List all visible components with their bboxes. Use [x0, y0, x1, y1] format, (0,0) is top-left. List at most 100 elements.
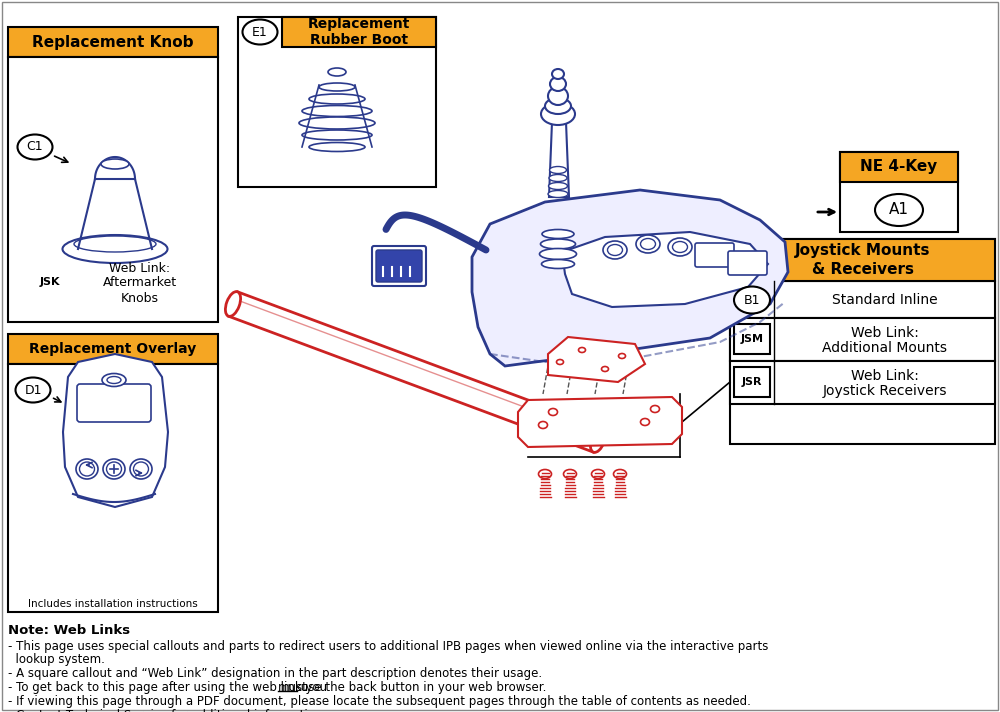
Ellipse shape — [302, 105, 372, 117]
Text: - Contact Technical Service for additional information.: - Contact Technical Service for addition… — [8, 709, 326, 712]
Text: Standard Inline: Standard Inline — [832, 293, 938, 307]
FancyBboxPatch shape — [730, 361, 995, 404]
Text: Web Link:: Web Link: — [851, 369, 919, 383]
Ellipse shape — [590, 428, 606, 452]
Ellipse shape — [18, 135, 52, 159]
Text: JSR: JSR — [742, 377, 762, 387]
Text: Aftermarket: Aftermarket — [103, 276, 177, 290]
Ellipse shape — [614, 469, 626, 478]
Polygon shape — [518, 397, 682, 447]
Text: - This page uses special callouts and parts to redirect users to additional IPB : - This page uses special callouts and pa… — [8, 640, 768, 653]
Text: Web Link:: Web Link: — [109, 261, 171, 275]
Ellipse shape — [80, 462, 94, 476]
Polygon shape — [549, 122, 569, 197]
FancyBboxPatch shape — [730, 318, 995, 361]
Ellipse shape — [319, 83, 355, 91]
Polygon shape — [472, 190, 788, 366]
Text: Includes installation instructions: Includes installation instructions — [28, 599, 198, 609]
Text: NE 4-Key: NE 4-Key — [860, 159, 938, 174]
Ellipse shape — [130, 459, 152, 479]
Ellipse shape — [602, 367, 608, 372]
Polygon shape — [548, 337, 645, 382]
Ellipse shape — [299, 117, 375, 129]
FancyBboxPatch shape — [8, 27, 218, 57]
Text: must: must — [278, 681, 308, 694]
Ellipse shape — [640, 239, 656, 249]
Ellipse shape — [134, 462, 148, 476]
Text: A1: A1 — [889, 202, 909, 217]
Text: - A square callout and “Web Link” designation in the part description denotes th: - A square callout and “Web Link” design… — [8, 667, 542, 680]
Text: D1: D1 — [24, 384, 42, 397]
Ellipse shape — [541, 103, 575, 125]
Ellipse shape — [603, 241, 627, 259]
Ellipse shape — [107, 377, 121, 384]
Text: Replacement
Rubber Boot: Replacement Rubber Boot — [308, 17, 410, 47]
Ellipse shape — [106, 462, 122, 476]
Ellipse shape — [550, 167, 566, 174]
Ellipse shape — [548, 87, 568, 105]
FancyBboxPatch shape — [730, 239, 995, 281]
Text: Additional Mounts: Additional Mounts — [822, 341, 948, 355]
FancyBboxPatch shape — [840, 152, 958, 232]
FancyBboxPatch shape — [734, 324, 770, 354]
Polygon shape — [63, 354, 168, 507]
Ellipse shape — [668, 238, 692, 256]
Ellipse shape — [618, 353, 626, 359]
Ellipse shape — [640, 419, 650, 426]
FancyBboxPatch shape — [25, 252, 215, 310]
Ellipse shape — [564, 469, 576, 478]
Ellipse shape — [62, 235, 168, 263]
Ellipse shape — [608, 244, 622, 256]
Text: Replacement Knob: Replacement Knob — [32, 34, 194, 50]
FancyBboxPatch shape — [695, 243, 734, 267]
FancyBboxPatch shape — [8, 334, 218, 364]
Text: lookup system.: lookup system. — [8, 653, 105, 666]
FancyBboxPatch shape — [840, 152, 958, 182]
Ellipse shape — [636, 235, 660, 253]
Ellipse shape — [875, 194, 923, 226]
Ellipse shape — [328, 68, 346, 76]
Ellipse shape — [545, 98, 571, 114]
Ellipse shape — [538, 469, 552, 478]
FancyBboxPatch shape — [238, 17, 436, 187]
Polygon shape — [228, 292, 603, 452]
Polygon shape — [562, 232, 768, 307]
Ellipse shape — [74, 236, 156, 252]
Ellipse shape — [309, 94, 365, 104]
Ellipse shape — [101, 159, 129, 169]
Ellipse shape — [302, 130, 372, 140]
Ellipse shape — [540, 239, 576, 249]
Ellipse shape — [650, 406, 660, 412]
FancyBboxPatch shape — [730, 239, 995, 444]
FancyBboxPatch shape — [728, 251, 767, 275]
FancyBboxPatch shape — [8, 364, 218, 612]
Ellipse shape — [542, 259, 574, 268]
Text: - To get back to this page after using the web link you: - To get back to this page after using t… — [8, 681, 331, 694]
Ellipse shape — [672, 241, 688, 253]
Ellipse shape — [549, 174, 567, 182]
Text: Knobs: Knobs — [121, 291, 159, 305]
FancyBboxPatch shape — [282, 17, 436, 47]
FancyBboxPatch shape — [376, 250, 422, 282]
Ellipse shape — [540, 248, 576, 259]
Ellipse shape — [548, 409, 558, 416]
Ellipse shape — [734, 286, 770, 313]
Ellipse shape — [16, 377, 50, 402]
Ellipse shape — [556, 360, 564, 365]
Text: JSK: JSK — [40, 277, 60, 287]
FancyBboxPatch shape — [8, 57, 218, 322]
FancyBboxPatch shape — [30, 262, 70, 302]
Text: JSM: JSM — [740, 334, 764, 344]
Text: B1: B1 — [744, 293, 760, 306]
Ellipse shape — [242, 19, 278, 44]
Text: use the back button in your web browser.: use the back button in your web browser. — [297, 681, 547, 694]
FancyBboxPatch shape — [734, 367, 770, 397]
Ellipse shape — [103, 459, 125, 479]
Ellipse shape — [225, 292, 241, 316]
Ellipse shape — [76, 459, 98, 479]
Ellipse shape — [550, 77, 566, 91]
Text: Note: Web Links: Note: Web Links — [8, 624, 130, 637]
Ellipse shape — [578, 347, 586, 352]
Text: Replacement Overlay: Replacement Overlay — [29, 342, 197, 356]
Ellipse shape — [548, 191, 568, 197]
